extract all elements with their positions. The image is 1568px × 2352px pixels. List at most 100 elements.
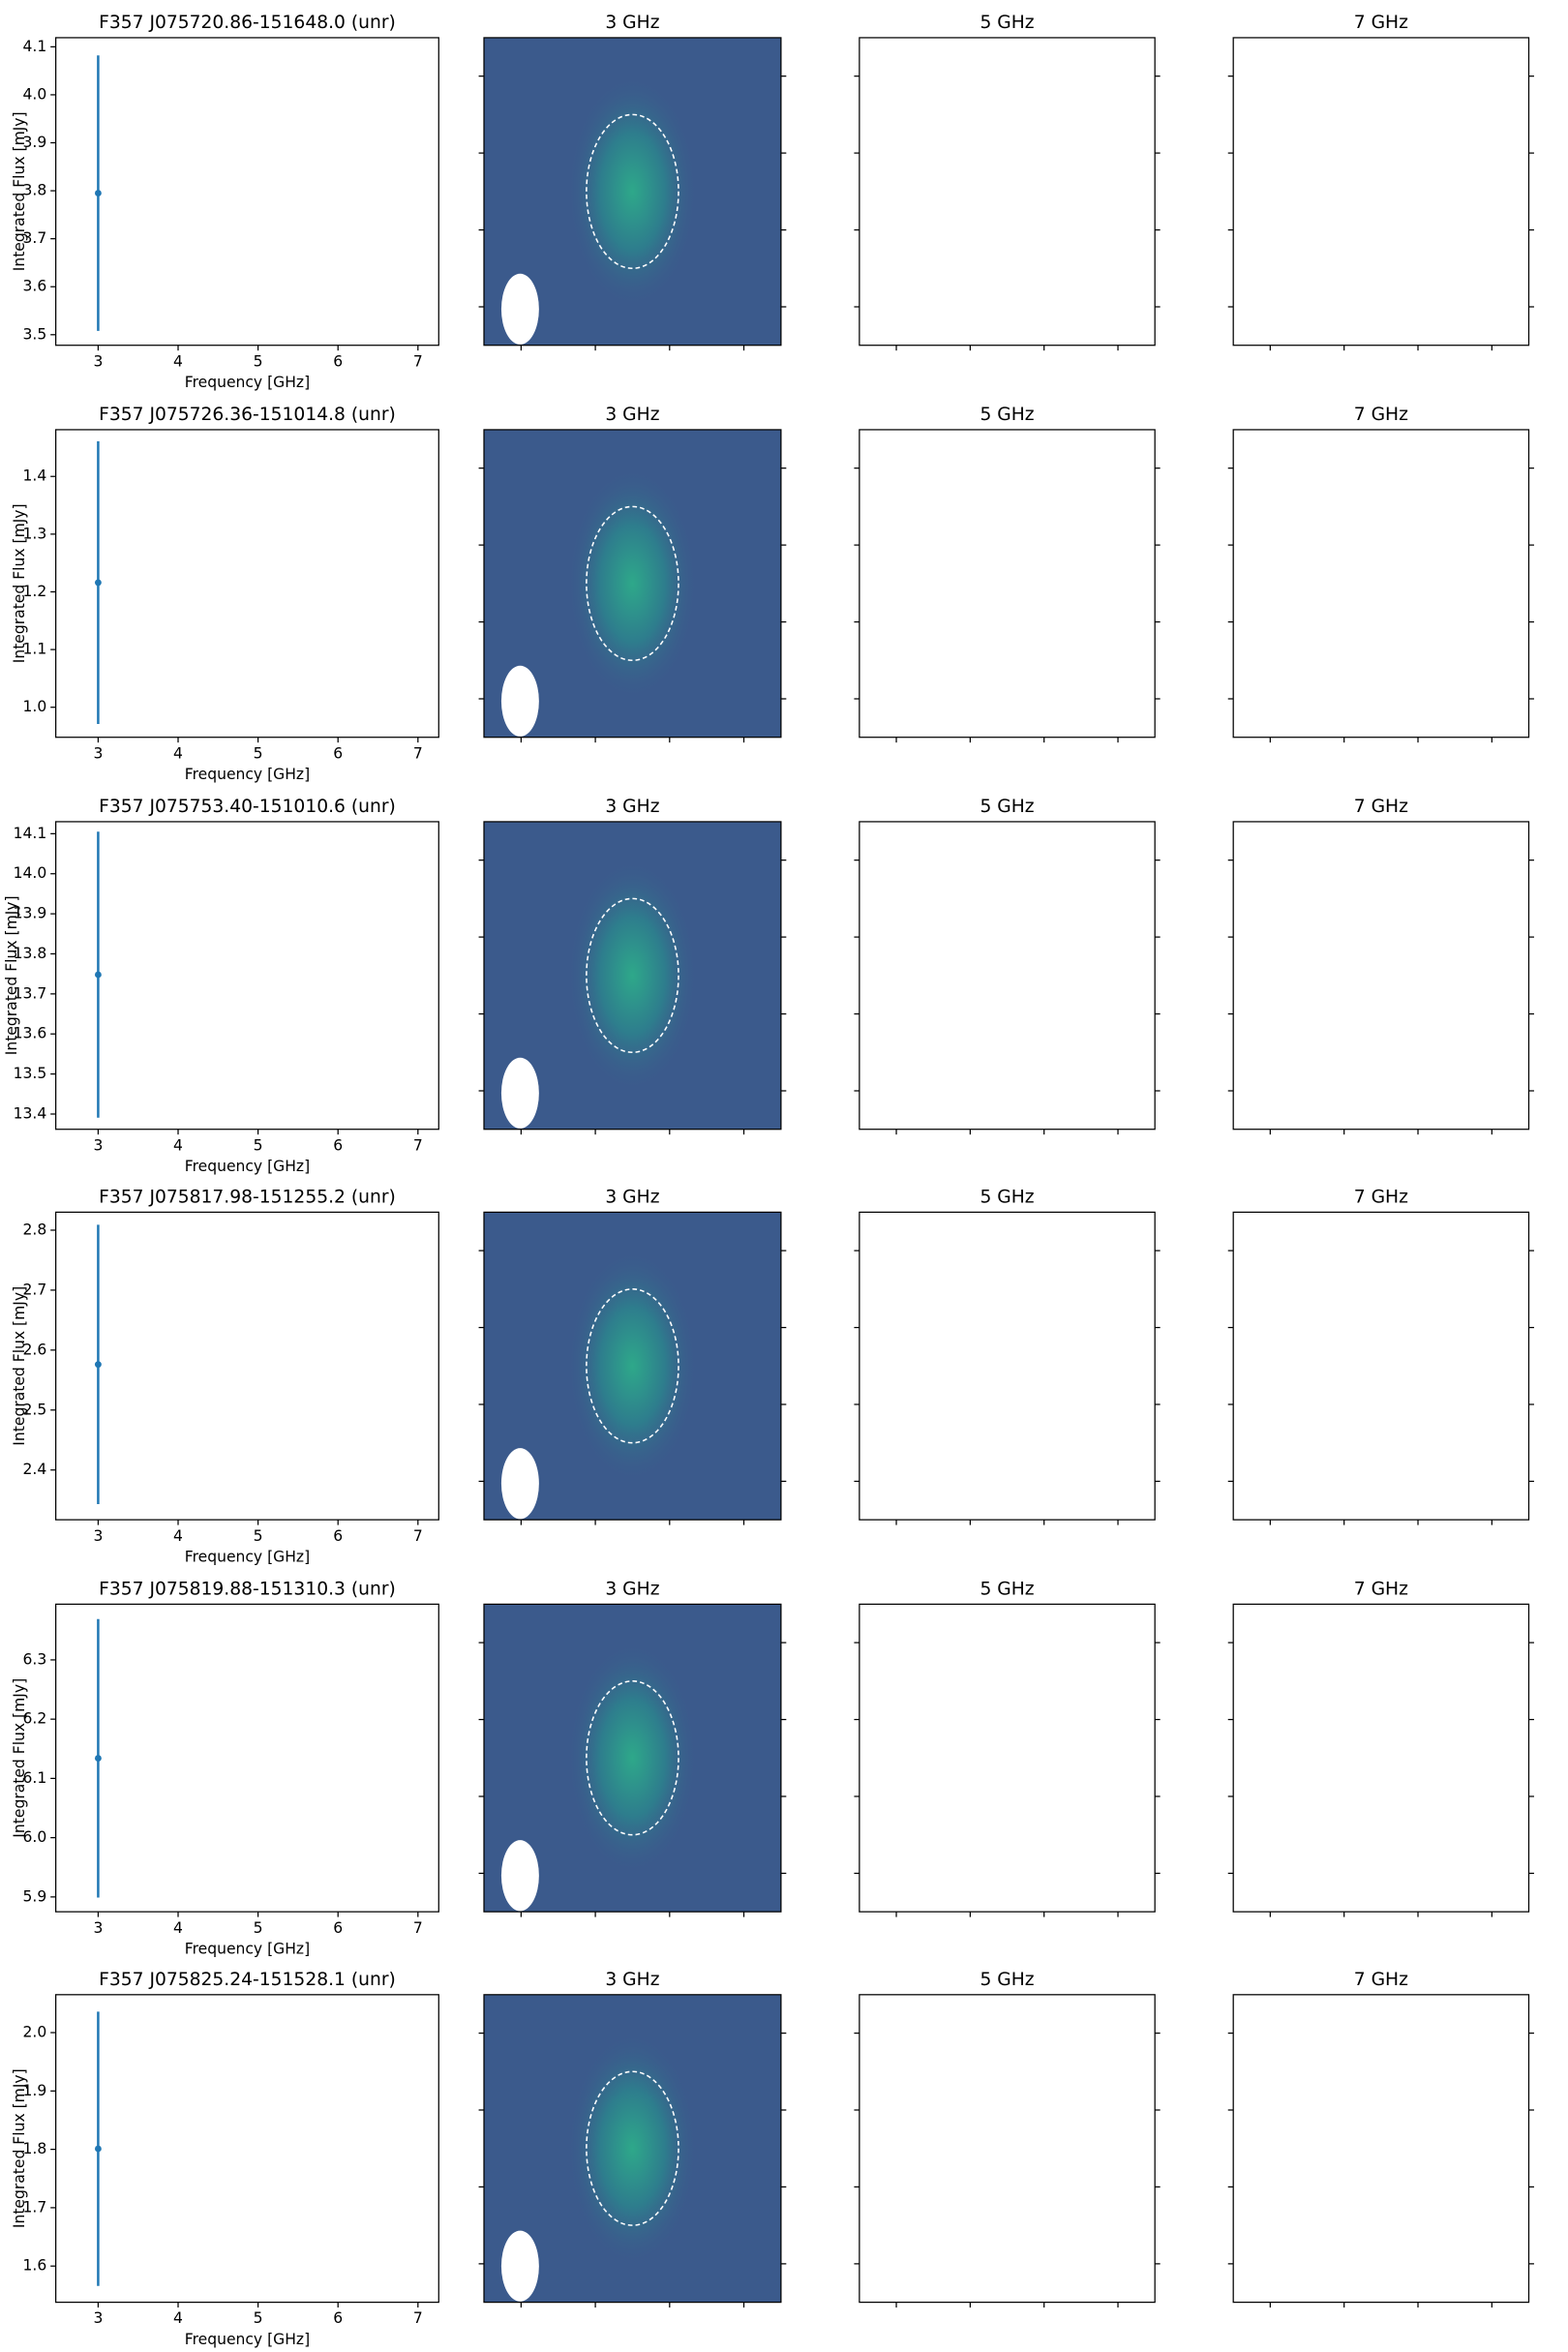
x-tick-label: 7	[413, 352, 423, 370]
x-tick-label: 6	[333, 744, 343, 762]
axes-frame	[55, 37, 439, 347]
x-tick-label: 4	[173, 2309, 183, 2327]
image-frame	[1232, 429, 1530, 739]
x-tick-label: 3	[93, 1527, 103, 1545]
x-tick-label: 5	[254, 352, 263, 370]
image-frame	[859, 821, 1156, 1131]
image-title: 5 GHz	[980, 797, 1034, 817]
y-axis-label: Integrated Flux [mJy]	[11, 1286, 28, 1446]
image-frame	[859, 1994, 1156, 2304]
image-source	[566, 859, 698, 1093]
image-title: 7 GHz	[1354, 405, 1408, 425]
image-frame	[1232, 1211, 1530, 1521]
y-tick-label: 1.7	[23, 2198, 47, 2216]
y-axis-label: Integrated Flux [mJy]	[3, 895, 20, 1055]
y-tick-label: 4.0	[23, 85, 47, 103]
y-tick-label: 2.4	[23, 1461, 47, 1478]
image-frame	[483, 429, 782, 739]
x-tick-label: 4	[173, 1919, 183, 1937]
image-frame	[483, 821, 782, 1131]
image-frame	[859, 1603, 1156, 1913]
image-title: 7 GHz	[1354, 1187, 1408, 1207]
y-tick-label: 3.8	[23, 182, 47, 199]
chart-title: F357 J075720.86-151648.0 (unr)	[99, 13, 396, 33]
x-axis-label: Frequency [GHz]	[185, 766, 310, 783]
image-source	[566, 1249, 698, 1484]
y-tick-label: 2.0	[23, 2024, 47, 2041]
x-tick-label: 6	[333, 1919, 343, 1937]
y-axis-label: Integrated Flux [mJy]	[11, 1678, 28, 1838]
data-point	[94, 190, 102, 196]
y-tick-label: 1.1	[23, 641, 47, 658]
x-tick-label: 4	[173, 744, 183, 762]
chart-title: F357 J075825.24-151528.1 (unr)	[99, 1970, 396, 1990]
y-tick-label: 1.6	[23, 2257, 47, 2275]
data-point	[94, 579, 102, 587]
y-tick-label: 2.7	[23, 1281, 47, 1298]
beam	[500, 1448, 539, 1520]
image-title: 3 GHz	[605, 797, 659, 817]
image-title: 5 GHz	[980, 405, 1034, 425]
source-ellipse	[586, 897, 679, 1054]
image-frame	[483, 1211, 782, 1521]
beam	[500, 1057, 539, 1129]
y-tick-label: 3.6	[23, 278, 47, 295]
image-title: 5 GHz	[980, 1970, 1034, 1990]
y-tick-label: 3.5	[23, 325, 47, 343]
y-tick-label: 1.2	[23, 583, 47, 600]
x-axis-label: Frequency [GHz]	[185, 374, 310, 391]
source-ellipse	[586, 1288, 679, 1444]
x-axis-label: Frequency [GHz]	[185, 1549, 310, 1566]
image-source	[566, 2031, 698, 2266]
y-tick-label: 2.5	[23, 1401, 47, 1418]
y-tick-label: 14.0	[14, 864, 47, 882]
image-source	[566, 467, 698, 701]
y-tick-label: 13.7	[14, 984, 47, 1002]
image-title: 3 GHz	[605, 405, 659, 425]
image-title: 3 GHz	[605, 1187, 659, 1207]
image-title: 5 GHz	[980, 13, 1034, 33]
x-axis-label: Frequency [GHz]	[185, 1941, 310, 1958]
axes-frame	[55, 1603, 439, 1913]
y-tick-label: 13.5	[14, 1065, 47, 1082]
source-ellipse	[586, 505, 679, 662]
y-tick-label: 6.1	[23, 1769, 47, 1787]
image-frame	[859, 37, 1156, 347]
image-title: 3 GHz	[605, 1579, 659, 1599]
axes-frame	[55, 1211, 439, 1521]
image-frame	[483, 1603, 782, 1913]
image-frame	[859, 1211, 1156, 1521]
y-tick-label: 4.1	[23, 38, 47, 55]
y-tick-label: 5.9	[23, 1887, 47, 1905]
y-tick-label: 13.8	[14, 945, 47, 962]
image-frame	[859, 429, 1156, 739]
y-tick-label: 1.0	[23, 698, 47, 715]
x-tick-label: 4	[173, 1136, 183, 1154]
beam	[500, 1840, 539, 1912]
image-title: 7 GHz	[1354, 1579, 1408, 1599]
x-tick-label: 5	[254, 1527, 263, 1545]
x-tick-label: 7	[413, 744, 423, 762]
image-title: 3 GHz	[605, 1970, 659, 1990]
image-title: 5 GHz	[980, 1579, 1034, 1599]
y-tick-label: 6.0	[23, 1828, 47, 1846]
x-tick-label: 3	[93, 2309, 103, 2327]
image-source	[566, 1641, 698, 1876]
x-tick-label: 6	[333, 352, 343, 370]
beam	[500, 665, 539, 737]
x-tick-label: 3	[93, 352, 103, 370]
x-tick-label: 5	[254, 2309, 263, 2327]
y-tick-label: 6.3	[23, 1650, 47, 1668]
chart-title: F357 J075726.36-151014.8 (unr)	[99, 405, 396, 425]
image-title: 3 GHz	[605, 13, 659, 33]
x-tick-label: 7	[413, 1527, 423, 1545]
image-title: 5 GHz	[980, 1187, 1034, 1207]
y-tick-label: 13.9	[14, 905, 47, 922]
y-axis-label: Integrated Flux [mJy]	[11, 2068, 28, 2228]
x-tick-label: 6	[333, 2309, 343, 2327]
data-point	[94, 2145, 102, 2153]
y-tick-label: 2.8	[23, 1221, 47, 1238]
image-frame	[1232, 821, 1530, 1131]
source-ellipse	[586, 1680, 679, 1836]
